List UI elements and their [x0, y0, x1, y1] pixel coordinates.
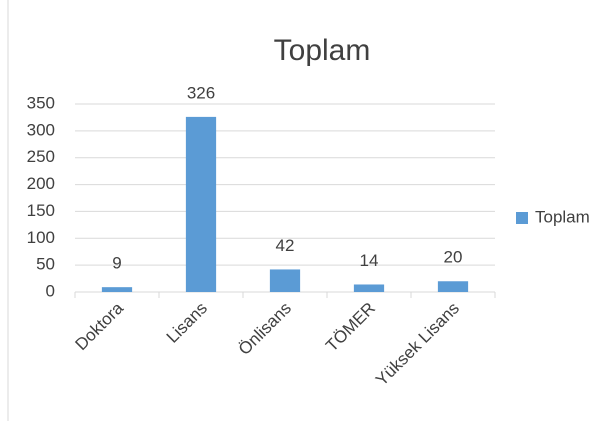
data-label: 42 — [276, 236, 295, 255]
y-tick-label: 200 — [27, 174, 55, 193]
data-label: 9 — [112, 254, 121, 273]
bar — [101, 287, 133, 292]
legend-swatch — [516, 212, 528, 224]
bar — [269, 269, 301, 292]
y-tick-label: 150 — [27, 201, 55, 220]
legend-label: Toplam — [535, 207, 590, 226]
y-tick-label: 0 — [46, 281, 55, 300]
y-tick-label: 100 — [27, 228, 55, 247]
chart-title: Toplam — [274, 34, 371, 67]
data-label: 14 — [360, 251, 379, 270]
data-label: 326 — [187, 83, 215, 102]
bar — [437, 281, 469, 292]
y-tick-label: 50 — [36, 255, 55, 274]
y-tick-label: 300 — [27, 120, 55, 139]
data-label: 20 — [444, 248, 463, 267]
y-tick-label: 250 — [27, 147, 55, 166]
bar — [185, 116, 217, 293]
y-tick-label: 350 — [27, 93, 55, 112]
bar — [353, 284, 385, 292]
